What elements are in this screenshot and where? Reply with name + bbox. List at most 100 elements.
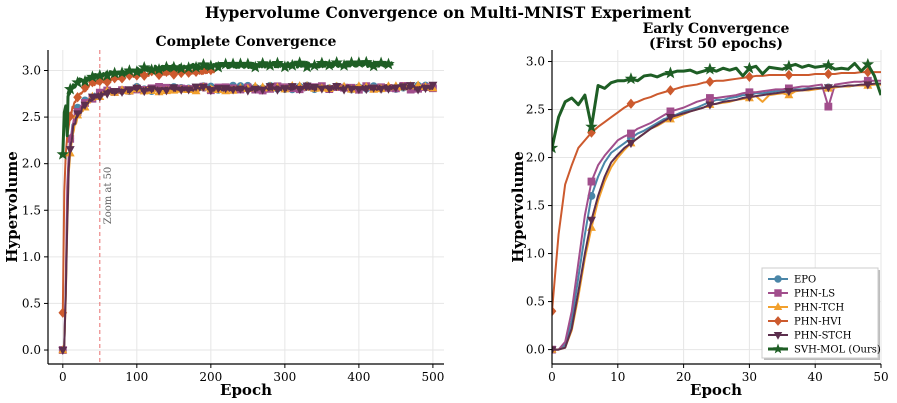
marker-svh-mol-ours (189, 60, 203, 73)
line-phn-ls (61, 84, 434, 351)
y-axis-label-complete: Hypervolume (3, 151, 21, 263)
legend-label: PHN-TCH (794, 303, 845, 314)
grid-complete (48, 50, 444, 364)
legend-box (761, 267, 879, 359)
legend-item-phn-stch: PHN-STCH (768, 331, 852, 342)
marker-phn-hvi (745, 71, 754, 83)
marker-phn-stch (705, 101, 715, 110)
marker-phn-stch (823, 84, 833, 93)
axes-early (551, 50, 881, 365)
x-tick-label: 200 (199, 370, 222, 384)
marker-phn-stch (287, 83, 297, 92)
marker-phn-stch (376, 85, 386, 94)
marker-svh-mol-ours (315, 56, 329, 69)
marker-phn-stch (243, 87, 253, 96)
marker-phn-stch (221, 85, 231, 94)
marker-phn-hvi (139, 70, 149, 81)
y-tick-label: 0.0 (526, 343, 545, 357)
marker-phn-hvi (626, 98, 636, 109)
legend-marker-phn-stch (773, 331, 783, 340)
marker-svh-mol-ours (743, 61, 756, 74)
marker-phn-stch (347, 85, 356, 94)
x-tick-label: 20 (676, 370, 691, 384)
series-phn-ls (58, 81, 437, 354)
marker-phn-stch (354, 86, 364, 95)
legend-marker-phn-hvi (773, 316, 783, 326)
x-tick-label: 30 (742, 370, 757, 384)
marker-svh-mol-ours (330, 56, 343, 68)
marker-phn-hvi (666, 85, 675, 96)
marker-svh-mol-ours (703, 62, 717, 75)
marker-svh-mol-ours (249, 60, 262, 73)
legend-marker-svh-mol-ours (772, 343, 784, 354)
marker-svh-mol-ours (374, 56, 388, 69)
zoom-label: Zoom at 50 (103, 167, 114, 225)
legend-label: EPO (794, 275, 816, 286)
series-svh-mol-ours (552, 57, 881, 154)
marker-phn-stch (369, 84, 379, 93)
y-tick-label: 2.0 (526, 151, 545, 165)
marker-svh-mol-ours (115, 66, 129, 79)
x-tick-label: 10 (610, 370, 625, 384)
marker-phn-stch (235, 85, 245, 94)
marker-phn-hvi (705, 76, 715, 87)
marker-svh-mol-ours (624, 72, 638, 85)
y-tick-label: 1.0 (526, 247, 545, 261)
marker-phn-stch (58, 346, 68, 355)
y-tick-label: 2.5 (22, 110, 41, 124)
marker-svh-mol-ours (782, 59, 796, 72)
marker-phn-hvi (552, 306, 557, 317)
marker-phn-stch (95, 93, 105, 102)
marker-phn-stch (428, 81, 438, 90)
marker-phn-stch (250, 85, 260, 94)
line-epo (61, 84, 434, 351)
marker-phn-stch (302, 82, 312, 91)
marker-phn-stch (117, 88, 127, 97)
marker-svh-mol-ours (585, 120, 598, 133)
panel-complete-convergence: Complete Convergence Zoom at 50 0 100 200 3… (3, 34, 444, 399)
marker-phn-stch (87, 93, 97, 102)
marker-phn-stch (102, 90, 112, 99)
y-axis-label-early: Hypervolume (509, 151, 527, 263)
marker-phn-stch (421, 84, 430, 94)
marker-phn-stch (626, 139, 636, 149)
ticks-complete: 0 100 200 300 400 500 0.0 0.5 1.0 1.5 2.0 2.5 3.0 (22, 63, 444, 384)
legend-item-phn-tch: PHN-TCH (768, 302, 845, 314)
x-tick-label: 100 (125, 370, 148, 384)
y-tick-label: 1.5 (526, 199, 545, 213)
series-complete (56, 55, 438, 355)
marker-phn-stch (744, 93, 754, 102)
series-svh-mol-ours (56, 55, 395, 160)
marker-phn-ls (627, 129, 635, 138)
marker-phn-stch (784, 88, 794, 97)
x-axis-label-complete: Epoch (220, 381, 272, 399)
marker-svh-mol-ours (286, 58, 299, 71)
marker-phn-stch (391, 84, 401, 93)
legend-marker-epo (774, 275, 782, 283)
series-phn-tch (58, 80, 438, 354)
marker-phn-stch (665, 114, 675, 123)
panel-early-convergence: Early Convergence (First 50 epochs) 0 10 2… (509, 21, 889, 399)
marker-phn-stch (198, 83, 208, 92)
marker-phn-stch (309, 84, 319, 93)
marker-svh-mol-ours (56, 147, 70, 160)
series-phn-stch (552, 81, 881, 355)
zoom-annotation: Zoom at 50 (99, 50, 114, 364)
marker-phn-ls (666, 107, 675, 116)
marker-svh-mol-ours (263, 58, 277, 71)
marker-svh-mol-ours (212, 60, 225, 73)
y-tick-label: 1.0 (22, 250, 41, 264)
marker-phn-stch (384, 85, 393, 94)
marker-svh-mol-ours (308, 59, 321, 71)
marker-phn-stch (324, 85, 334, 94)
marker-phn-stch (147, 85, 157, 94)
y-tick-label: 0.0 (22, 343, 41, 357)
legend-marker-phn-ls (774, 289, 782, 297)
marker-phn-stch (339, 86, 349, 95)
marker-phn-stch (552, 346, 557, 355)
marker-phn-ls (587, 177, 596, 186)
x-tick-label: 400 (347, 370, 370, 384)
marker-phn-stch (213, 85, 223, 94)
marker-phn-stch (176, 86, 186, 95)
marker-svh-mol-ours (664, 66, 677, 79)
